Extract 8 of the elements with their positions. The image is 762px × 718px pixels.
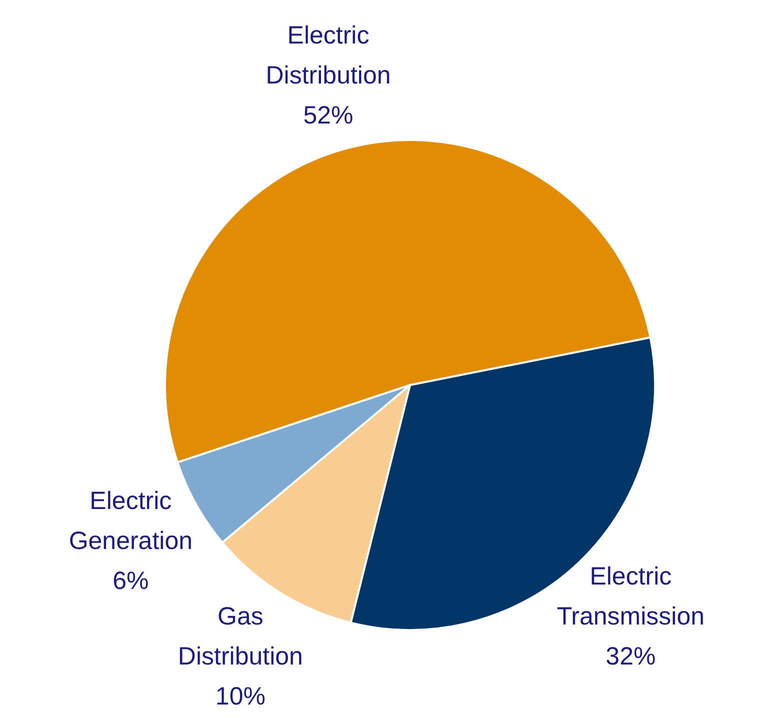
slice-label: Electric Generation bbox=[68, 487, 193, 556]
data-label: 52% bbox=[303, 102, 354, 130]
slice-label: Gas Distribution bbox=[178, 602, 303, 670]
slice-label: Electric Distribution bbox=[266, 22, 391, 90]
slice-label: Electric Transmission bbox=[556, 562, 705, 631]
data-label: 6% bbox=[112, 567, 149, 596]
data-label: 10% bbox=[215, 682, 266, 710]
data-label: 32% bbox=[606, 642, 656, 671]
